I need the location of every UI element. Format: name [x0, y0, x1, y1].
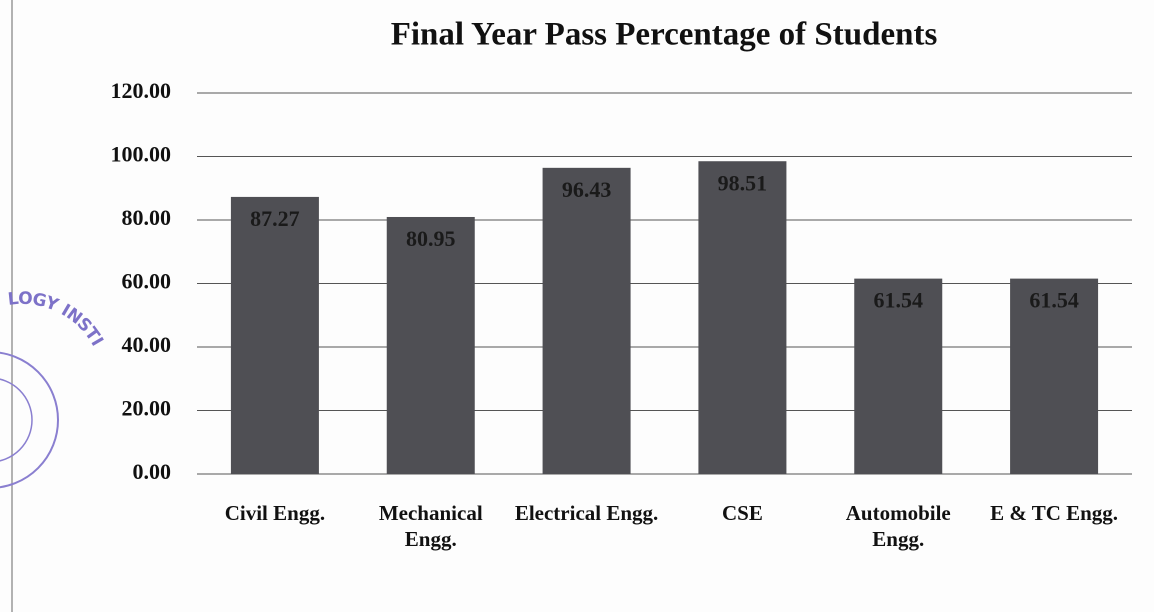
data-label: 98.51 [718, 170, 768, 195]
stamp-ring [0, 351, 59, 489]
y-tick-label: 80.00 [122, 205, 172, 230]
stamp-text: LOGY INSTI [7, 289, 107, 350]
data-label: 80.95 [406, 226, 456, 251]
x-tick-label: CSE [721, 501, 763, 525]
bar [230, 196, 319, 474]
data-label: 87.27 [250, 206, 300, 231]
stamp-text: LOGY INSTI [7, 289, 107, 350]
y-tick-label: 40.00 [122, 332, 172, 357]
data-label: 61.54 [1029, 288, 1079, 313]
x-tick-label: E & TC Engg. [990, 501, 1119, 525]
data-label: 61.54 [874, 288, 924, 313]
y-tick-label: 20.00 [122, 396, 172, 421]
y-tick-label: 120.00 [111, 78, 172, 103]
x-tick-label: Electrical Engg. [514, 501, 659, 525]
y-tick-label: 0.00 [133, 459, 172, 484]
bar [542, 167, 631, 474]
data-label: 96.43 [562, 177, 612, 202]
bar [854, 278, 943, 474]
x-tick-label: Automobile Engg. [845, 501, 951, 551]
bar [386, 216, 475, 474]
bar [1010, 278, 1099, 474]
chart-title: Final Year Pass Percentage of Students [391, 17, 938, 53]
y-tick-label: 100.00 [111, 142, 172, 167]
y-tick-label: 60.00 [122, 269, 172, 294]
x-tick-label: Civil Engg. [224, 501, 326, 525]
stamp-ring [0, 378, 33, 462]
x-tick-label: Mechanical Engg. [378, 501, 483, 551]
bar [698, 161, 787, 474]
